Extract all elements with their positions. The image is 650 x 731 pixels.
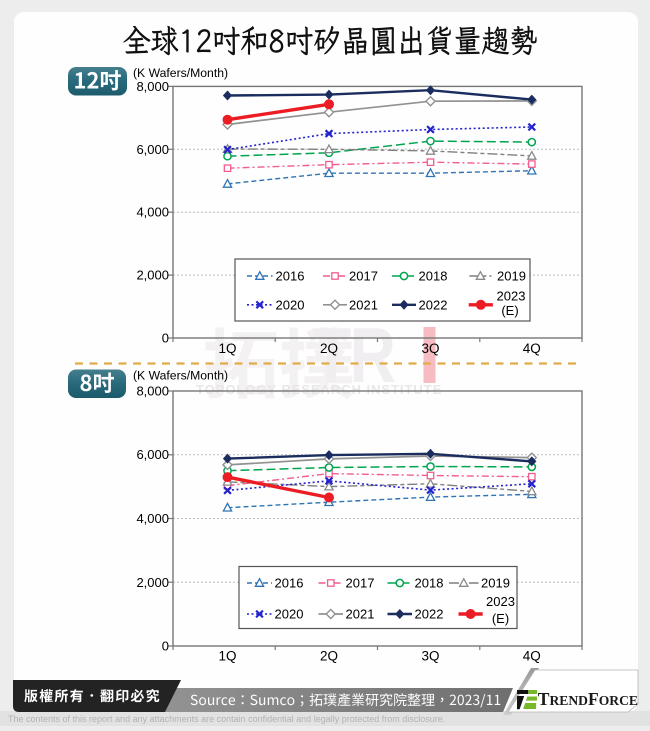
svg-text:2022: 2022 (419, 298, 448, 313)
svg-text:2018: 2018 (415, 576, 444, 591)
svg-text:2016: 2016 (275, 576, 304, 591)
svg-text:3Q: 3Q (421, 341, 439, 356)
svg-text:4Q: 4Q (523, 649, 541, 664)
svg-text:8,000: 8,000 (136, 79, 169, 94)
svg-text:TRENDFORCE: TRENDFORCE (538, 689, 638, 709)
svg-text:2021: 2021 (346, 607, 375, 622)
svg-text:2Q: 2Q (320, 341, 338, 356)
svg-text:(K Wafers/Month): (K Wafers/Month) (133, 369, 228, 383)
svg-text:2023: 2023 (497, 289, 526, 304)
svg-text:2021: 2021 (349, 298, 378, 313)
svg-text:T: T (312, 312, 351, 399)
svg-text:4,000: 4,000 (136, 511, 169, 526)
svg-text:0: 0 (162, 331, 169, 346)
svg-text:2019: 2019 (481, 576, 510, 591)
svg-text:2,000: 2,000 (136, 268, 169, 283)
svg-text:(E): (E) (501, 303, 518, 318)
svg-text:6,000: 6,000 (136, 447, 169, 462)
svg-text:6,000: 6,000 (136, 142, 169, 157)
svg-text:(E): (E) (492, 611, 509, 626)
svg-text:The contents of this report an: The contents of this report and any atta… (8, 714, 445, 724)
svg-text:2,000: 2,000 (136, 575, 169, 590)
svg-text:2022: 2022 (415, 607, 444, 622)
svg-text:2018: 2018 (419, 269, 448, 284)
svg-text:1Q: 1Q (218, 649, 236, 664)
svg-text:2019: 2019 (497, 269, 526, 284)
svg-text:2017: 2017 (349, 269, 378, 284)
svg-text:(K Wafers/Month): (K Wafers/Month) (133, 66, 228, 80)
svg-text:2017: 2017 (346, 576, 375, 591)
svg-text:R: R (350, 312, 396, 399)
svg-text:8,000: 8,000 (136, 384, 169, 399)
svg-text:2Q: 2Q (320, 649, 338, 664)
svg-text:2020: 2020 (275, 607, 304, 622)
svg-text:3Q: 3Q (421, 649, 439, 664)
svg-text:2016: 2016 (276, 269, 305, 284)
svg-text:0: 0 (162, 639, 169, 654)
svg-text:4Q: 4Q (523, 341, 541, 356)
svg-text:TOPOLOGY RESEARCH INSTITUTE: TOPOLOGY RESEARCH INSTITUTE (196, 382, 442, 397)
svg-text:2023: 2023 (486, 594, 515, 609)
svg-text:2020: 2020 (276, 298, 305, 313)
svg-text:4,000: 4,000 (136, 205, 169, 220)
svg-text:1Q: 1Q (218, 341, 236, 356)
